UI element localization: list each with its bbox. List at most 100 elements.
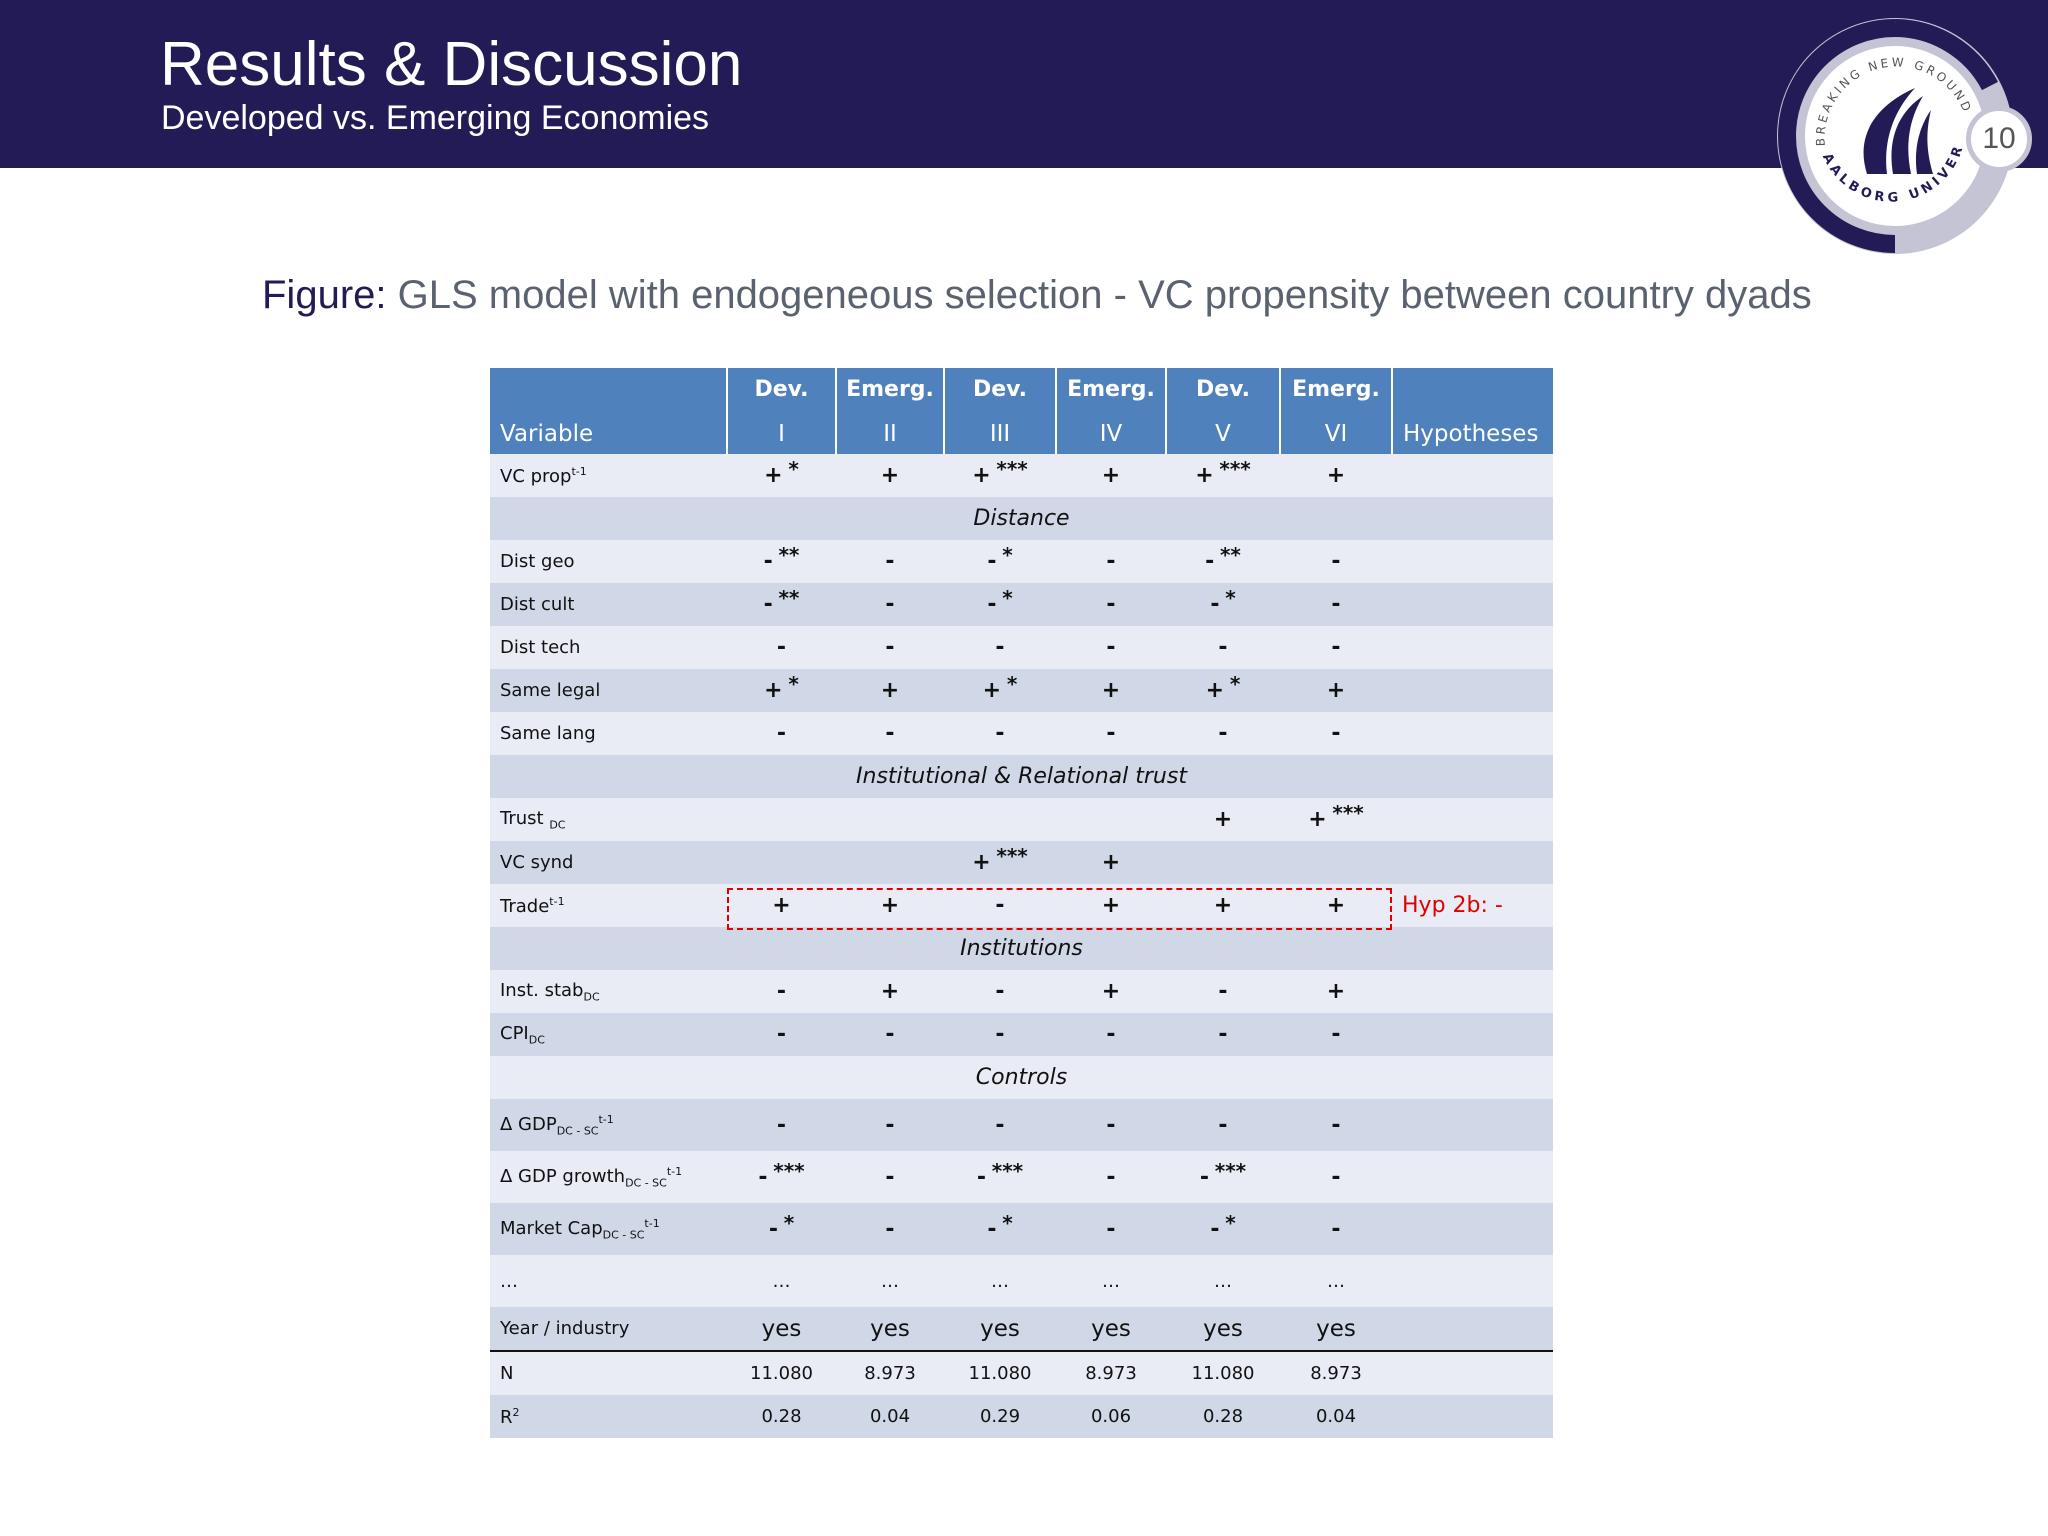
coefficient-sign: - — [995, 635, 1005, 660]
variable-name: Market Cap — [500, 1217, 603, 1239]
model-1-cell: - *** — [727, 1151, 836, 1203]
variable-superscript: t-1 — [598, 1112, 614, 1126]
hypothesis-cell — [1392, 540, 1553, 583]
coefficient-sign: + — [1101, 463, 1121, 488]
col-header-model-5: Dev. V — [1166, 368, 1281, 454]
coefficient-sign: + — [772, 893, 791, 918]
coefficient-sign: + — [1101, 979, 1121, 1004]
variable-name: Trust — [500, 807, 550, 829]
coefficient-sign: - — [776, 1112, 787, 1138]
table-row-market_cap: Market CapDC - SCt-1- * - - * - - * - — [490, 1203, 1553, 1255]
variable-name: … — [500, 1270, 518, 1292]
model-1-cell: - — [727, 970, 836, 1013]
figure-caption: Figure: GLS model with endogeneous selec… — [262, 270, 1812, 320]
coefficient-sign: - — [1218, 1022, 1228, 1047]
model-4-cell: + — [1056, 970, 1166, 1013]
model-2-cell: yes — [836, 1307, 944, 1351]
model-3-cell: + *** — [944, 841, 1056, 884]
model-4-cell: - — [1056, 583, 1166, 626]
model-5-cell: + — [1166, 798, 1280, 841]
section-heading: Institutional & Relational trust — [490, 755, 1553, 798]
hypothesis-cell: Hyp 2b: - — [1392, 884, 1553, 927]
model-6-cell: + — [1280, 884, 1392, 927]
significance-stars: *** — [1219, 457, 1251, 481]
table-row-vc_prop: VC propt-1 + * + + *** + + *** + — [490, 454, 1553, 497]
model-1-cell: - — [727, 712, 836, 755]
variable-label: Inst. stabDC — [490, 970, 727, 1013]
model-1-cell: - — [727, 1013, 836, 1056]
variable-label: Trust DC — [490, 798, 727, 841]
hypothesis-cell — [1392, 798, 1553, 841]
model-5-cell: - — [1166, 1099, 1280, 1151]
variable-label: R2 — [490, 1395, 727, 1438]
coefficient-sign: + — [880, 893, 900, 918]
hypothesis-cell — [1392, 1151, 1553, 1203]
model-2-cell: + — [836, 454, 944, 497]
variable-name: Trade — [500, 895, 550, 917]
table-row-cpi: CPIDC - - - - - - — [490, 1013, 1553, 1056]
table-row-inst_stab: Inst. stabDC - + - + - + — [490, 970, 1553, 1013]
coefficient-sign: - — [995, 1022, 1005, 1047]
model-4-cell: … — [1056, 1255, 1166, 1307]
variable-label: VC synd — [490, 841, 727, 884]
model-4-cell: - — [1056, 1013, 1166, 1056]
model-4-cell — [1056, 798, 1166, 841]
variable-name: Same lang — [500, 723, 596, 744]
coefficient-sign: + — [1205, 678, 1225, 703]
significance-stars: * — [1002, 1210, 1013, 1235]
coefficient-sign: - — [1331, 721, 1341, 746]
model-3-cell: - — [944, 626, 1056, 669]
model-3-cell: - — [944, 1013, 1056, 1056]
model-2-cell — [836, 798, 944, 841]
coefficient-sign: - — [987, 1216, 997, 1242]
model-3-cell: - *** — [944, 1151, 1056, 1203]
coefficient-sign: - — [995, 1112, 1005, 1138]
col-header-hypotheses: Hypotheses — [1392, 368, 1553, 454]
model-1-cell: - — [727, 1099, 836, 1151]
col-header-model-2: Emerg. II — [836, 368, 945, 454]
hypothesis-cell — [1392, 669, 1553, 712]
model-6-cell: - — [1280, 1151, 1392, 1203]
coefficient-sign: + — [1213, 893, 1233, 918]
coefficient-sign: - — [763, 592, 773, 617]
model-3-cell: - * — [944, 540, 1056, 583]
coefficient-sign: + — [880, 678, 900, 703]
model-1-cell: … — [727, 1255, 836, 1307]
model-1-cell: - ** — [727, 583, 836, 626]
coefficient-sign: + — [972, 850, 991, 875]
variable-name: VC prop — [500, 465, 572, 487]
model-4-cell: + — [1056, 669, 1166, 712]
results-table: Variable Dev. I Emerg. II Dev. III Emerg. IV… — [490, 368, 1553, 1438]
coefficient-sign: - — [995, 979, 1005, 1004]
model-4-cell: + — [1056, 454, 1166, 497]
coefficient-sign: - — [1218, 635, 1228, 660]
model-5-cell: - — [1166, 626, 1280, 669]
coefficient-sign: + — [1326, 678, 1346, 703]
model-4-cell: - — [1056, 540, 1166, 583]
model-2-cell: - — [836, 1151, 944, 1203]
model-3-cell: - — [944, 884, 1056, 927]
model-5-cell: 11.080 — [1166, 1350, 1280, 1395]
coefficient-sign: + — [1101, 678, 1121, 703]
model-3-cell: - — [944, 970, 1056, 1013]
coefficient-sign: + — [1195, 463, 1214, 488]
coefficient-sign: + — [1326, 893, 1346, 918]
variable-subscript: DC - SC — [602, 1228, 645, 1242]
significance-stars: * — [1229, 672, 1241, 696]
coefficient-sign: - — [1218, 1112, 1228, 1138]
section-row-trust: Institutional & Relational trust — [490, 755, 1553, 798]
section-heading: Institutions — [490, 927, 1553, 970]
coefficient-sign: - — [885, 1216, 895, 1242]
significance-stars: ** — [778, 586, 800, 610]
model-4-cell: + — [1056, 841, 1166, 884]
model-3-cell: - — [944, 1099, 1056, 1151]
model-6-cell: - — [1280, 583, 1392, 626]
model-5-cell: + * — [1166, 669, 1280, 712]
model-4-cell: - — [1056, 1151, 1166, 1203]
table-row-same_legal: Same legal + * + + * + + * + — [490, 669, 1553, 712]
coefficient-sign: - — [1331, 1216, 1341, 1242]
model-5-cell: + *** — [1166, 454, 1280, 497]
coefficient-sign: - — [1106, 549, 1116, 574]
significance-stars: * — [1006, 672, 1018, 696]
significance-stars: *** — [991, 1158, 1024, 1183]
